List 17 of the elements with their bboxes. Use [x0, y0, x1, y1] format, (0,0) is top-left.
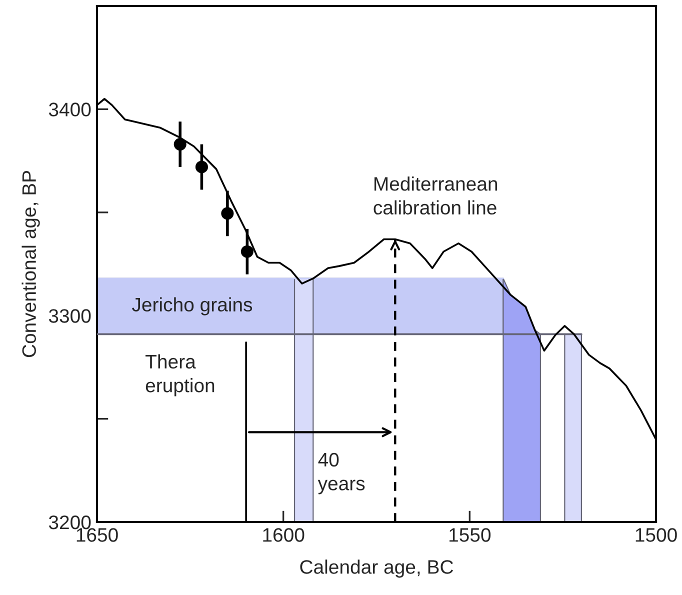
- annotation: Mediterranean calibration line: [374, 176, 498, 215]
- point: [195, 160, 208, 174]
- point: [240, 245, 254, 258]
- x-tick-label: 1650: [76, 528, 118, 542]
- y-axis-title: Conventional age, BP: [22, 170, 40, 358]
- y-tick-label: 3300: [48, 309, 91, 323]
- x-axis-title: Calendar age, BC: [300, 560, 454, 578]
- y-tick-label: 3400: [48, 102, 91, 116]
- annotation: Thera eruption: [146, 354, 214, 396]
- annotation: 40 years: [318, 452, 365, 494]
- x-tick-label: 1600: [263, 528, 304, 542]
- x-tick-label: 1550: [450, 528, 491, 542]
- point: [174, 138, 186, 151]
- x-tick-label: 1500: [636, 528, 677, 542]
- series-label: Jericho grains: [132, 297, 252, 316]
- point: [221, 207, 234, 220]
- y-tick-label: 3200: [48, 515, 91, 530]
